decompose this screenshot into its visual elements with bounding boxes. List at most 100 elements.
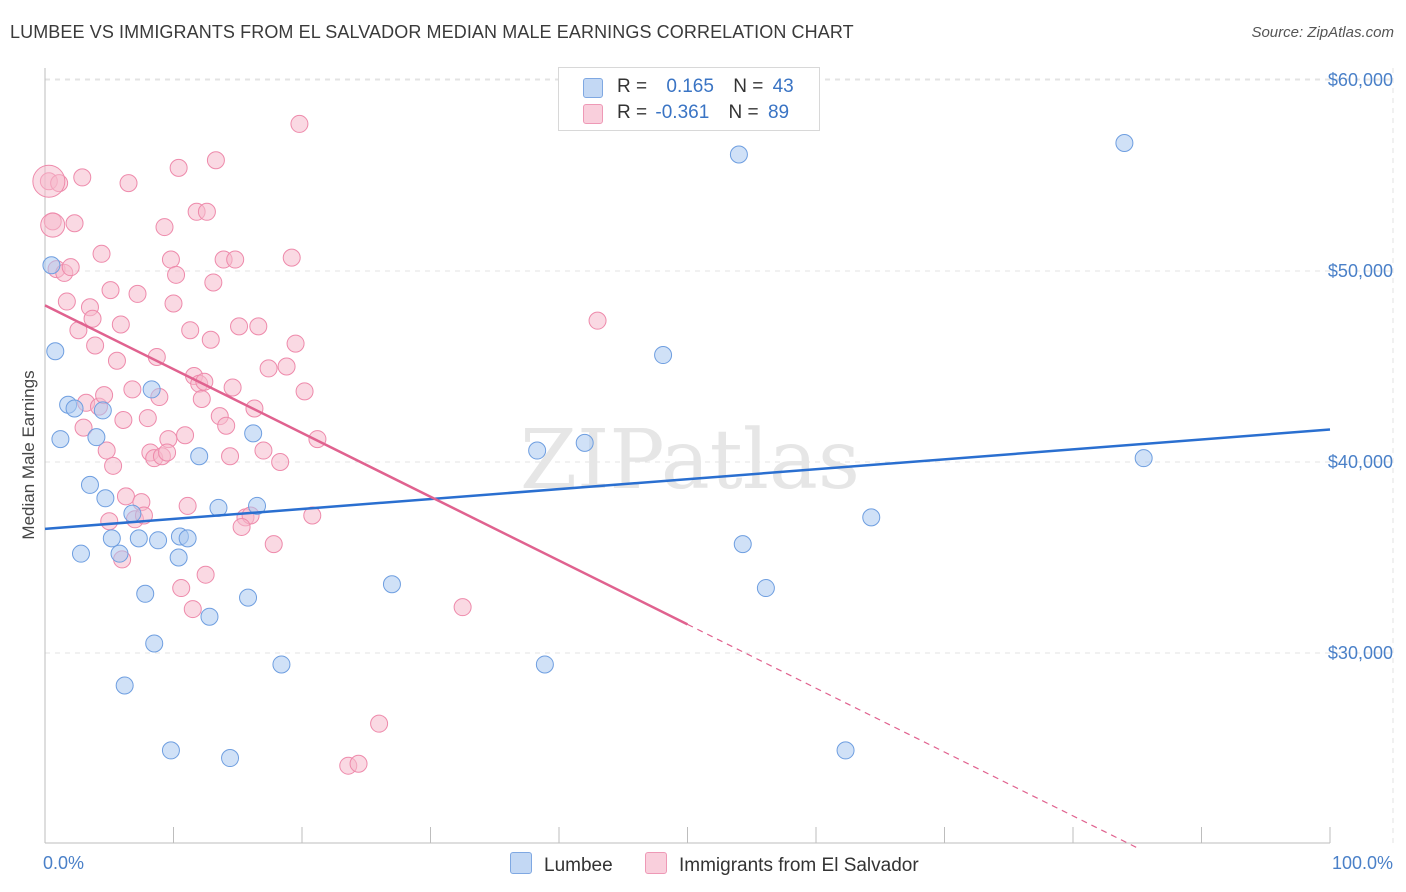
data-point-el-salvador [230, 317, 249, 336]
data-point-el-salvador [95, 386, 114, 405]
data-point-lumbee [93, 401, 112, 420]
bottom-legend-label: Lumbee [544, 855, 613, 876]
data-point-el-salvador [158, 443, 177, 462]
data-point-lumbee [169, 548, 188, 567]
data-point-el-salvador [155, 218, 174, 237]
data-point-lumbee [654, 346, 673, 365]
data-point-el-salvador [138, 409, 157, 428]
data-point-lumbee [190, 447, 209, 466]
data-point-el-salvador [116, 487, 135, 506]
bottom-legend-swatch-blue [510, 852, 532, 874]
data-point-lumbee [142, 380, 161, 399]
data-point-el-salvador [40, 212, 66, 238]
data-point-el-salvador [217, 416, 236, 435]
stats-legend: R = 0.165 N = 43 R = -0.361 N = 89 [558, 67, 820, 131]
trend-line-el-salvador-extension [687, 623, 1138, 849]
data-point-lumbee [149, 531, 168, 550]
data-point-lumbee [244, 424, 263, 443]
data-point-lumbee [756, 579, 775, 598]
data-point-el-salvador [282, 248, 301, 267]
series-lumbee-points [42, 134, 1153, 768]
data-point-el-salvador [264, 535, 283, 554]
data-point-lumbee [1134, 449, 1153, 468]
data-point-lumbee [1115, 134, 1134, 153]
data-point-lumbee [862, 508, 881, 527]
legend-n-label: N = [728, 102, 759, 123]
legend-r-label: R = [617, 76, 648, 97]
data-point-el-salvador [32, 164, 66, 198]
data-point-lumbee [129, 529, 148, 548]
data-point-el-salvador [249, 317, 268, 336]
data-point-lumbee [161, 741, 180, 760]
data-point-lumbee [733, 535, 752, 554]
data-point-el-salvador [86, 336, 105, 355]
data-point-el-salvador [172, 579, 191, 598]
legend-swatch-pink [583, 104, 603, 124]
legend-r-value: -0.361 [655, 102, 710, 123]
data-point-lumbee [123, 504, 142, 523]
data-point-lumbee [46, 342, 65, 361]
chart-title: LUMBEE VS IMMIGRANTS FROM EL SALVADOR ME… [10, 22, 854, 42]
x-tick-labels: 0.0% 100.0% [43, 853, 1393, 873]
data-point-lumbee [239, 588, 258, 607]
data-point-lumbee [115, 676, 134, 695]
data-point-el-salvador [178, 496, 197, 515]
data-point-el-salvador [73, 168, 92, 187]
legend-swatch-blue [583, 78, 603, 98]
data-point-el-salvador [164, 294, 183, 313]
data-point-el-salvador [57, 292, 76, 311]
x-tick-label: 100.0% [1332, 853, 1393, 873]
data-point-lumbee [178, 529, 197, 548]
data-point-lumbee [535, 655, 554, 674]
data-point-el-salvador [201, 330, 220, 349]
data-point-el-salvador [349, 754, 368, 773]
data-point-el-salvador [111, 315, 130, 334]
data-point-el-salvador [254, 441, 273, 460]
data-point-el-salvador [61, 258, 80, 277]
data-point-el-salvador [128, 284, 147, 303]
legend-r-value: 0.165 [666, 76, 714, 97]
data-point-lumbee [51, 430, 70, 449]
data-point-lumbee [71, 544, 90, 563]
data-point-el-salvador [92, 244, 111, 263]
data-point-el-salvador [101, 281, 120, 300]
data-point-el-salvador [107, 351, 126, 370]
source-credit: Source: ZipAtlas.com [1251, 24, 1394, 41]
y-tick-label: $40,000 [1328, 452, 1393, 472]
data-point-lumbee [575, 433, 594, 452]
data-point-el-salvador [114, 410, 133, 429]
bottom-legend-lumbee: Lumbee [510, 852, 613, 877]
data-point-lumbee [528, 441, 547, 460]
data-point-el-salvador [74, 418, 93, 437]
data-point-lumbee [248, 496, 267, 515]
bottom-legend-el-salvador: Immigrants from El Salvador [645, 852, 919, 877]
data-point-el-salvador [97, 441, 116, 460]
legend-n-value: 43 [772, 76, 794, 97]
data-point-el-salvador [223, 378, 242, 397]
y-tick-label: $30,000 [1328, 643, 1393, 663]
y-axis-label: Median Male Earnings [19, 370, 38, 539]
data-point-el-salvador [181, 321, 200, 340]
data-point-el-salvador [206, 151, 225, 170]
data-point-lumbee [729, 145, 748, 164]
data-point-el-salvador [104, 456, 123, 475]
data-point-el-salvador [167, 265, 186, 284]
data-point-lumbee [382, 575, 401, 594]
y-tick-label: $60,000 [1328, 70, 1393, 90]
data-point-el-salvador [100, 512, 119, 531]
data-point-lumbee [87, 428, 106, 447]
data-point-el-salvador [192, 389, 211, 408]
data-point-lumbee [145, 634, 164, 653]
data-point-el-salvador [83, 309, 102, 328]
legend-n-label: N = [733, 76, 764, 97]
bottom-legend-label: Immigrants from El Salvador [679, 855, 919, 876]
data-point-lumbee [221, 749, 240, 768]
data-point-el-salvador [196, 565, 215, 584]
data-point-el-salvador [308, 430, 327, 449]
data-point-lumbee [65, 399, 84, 418]
data-point-el-salvador [271, 453, 290, 471]
y-tick-label: $50,000 [1328, 261, 1393, 281]
data-point-el-salvador [221, 447, 240, 466]
data-point-el-salvador [286, 334, 305, 353]
data-point-el-salvador [197, 202, 216, 221]
